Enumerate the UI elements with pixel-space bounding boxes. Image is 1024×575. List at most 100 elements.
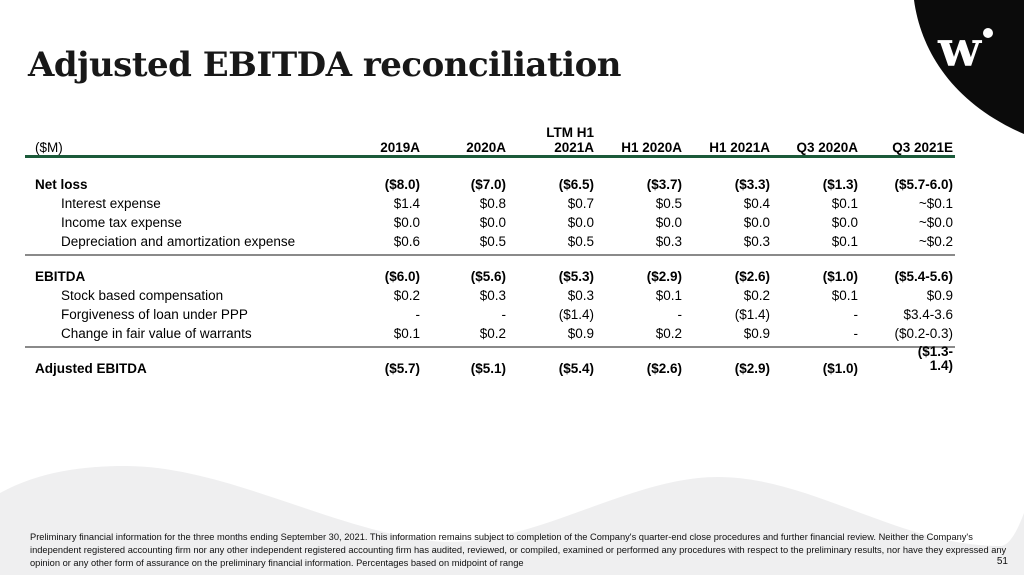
cell: $0.5 [479,234,506,249]
table-row-net-loss: Net loss ($8.0) ($7.0) ($6.5) ($3.7) ($3… [25,173,955,192]
cell: - [501,307,507,322]
cell: ~$0.2 [918,234,953,249]
cell: $0.3 [479,288,506,303]
cell: $0.1 [831,288,858,303]
cell: $0.7 [567,196,594,211]
table-row-adjusted-ebitda: Adjusted EBITDA ($5.7) ($5.1) ($5.4) ($2… [25,345,955,377]
wrapped-range-value: ($1.3- 1.4) [918,345,953,373]
cell: ($1.0) [822,361,858,376]
cell: $0.2 [743,288,770,303]
cell: $0.0 [831,215,858,230]
cell: - [677,307,683,322]
table-row-ebitda: EBITDA ($6.0) ($5.6) ($5.3) ($2.9) ($2.6… [25,265,955,284]
cell: $0.9 [567,326,594,341]
col-header-q3-2020a: Q3 2020A [772,112,860,158]
row-label: Income tax expense [61,215,182,230]
cell: ($5.6) [470,269,506,284]
table-row-ppp-loan-forgiveness: Forgiveness of loan under PPP - - ($1.4)… [25,303,955,322]
table-row-stock-based-compensation: Stock based compensation $0.2 $0.3 $0.3 … [25,284,955,303]
cell: ($0.2-0.3) [894,326,953,341]
logo-corner: w [914,0,1024,134]
cell: $3.4-3.6 [903,307,953,322]
row-label: Depreciation and amortization expense [61,234,296,249]
col-header-2019a: 2019A [332,112,422,158]
cell: $0.5 [655,196,682,211]
table-header-row: ($M) 2019A 2020A LTM H1 2021A H1 2020A H… [25,112,955,158]
row-label: Adjusted EBITDA [35,361,147,376]
footnote-text: Preliminary financial information for th… [30,532,1007,568]
cell: $0.3 [743,234,770,249]
cell: $0.1 [655,288,682,303]
cell: ($5.7-6.0) [894,177,953,192]
row-label: Forgiveness of loan under PPP [61,307,248,322]
cell: $1.4 [393,196,420,211]
cell: $0.4 [743,196,770,211]
cell: $0.1 [831,234,858,249]
col-header-h1-2021a: H1 2021A [684,112,772,158]
cell: $0.0 [479,215,506,230]
cell: $0.9 [926,288,953,303]
cell: ($2.6) [734,269,770,284]
row-label: EBITDA [35,269,86,284]
cell: $0.2 [393,288,420,303]
col-header-2020a: 2020A [422,112,508,158]
page-number: 51 [996,556,1008,567]
spacer [25,157,955,174]
col-header-q3-2021e: Q3 2021E [860,112,955,158]
cell: $0.0 [655,215,682,230]
wave-background [0,466,1024,575]
table-row-depreciation-amortization: Depreciation and amortization expense $0… [25,230,955,249]
logo-ball-terminal [983,28,993,38]
wrapped-range-line1: ($1.3- [917,344,953,359]
cell: ($7.0) [470,177,506,192]
row-label: Net loss [35,177,88,192]
cell: ($5.4-5.6) [894,269,953,284]
table-row-warrants-fair-value: Change in fair value of warrants $0.1 $0… [25,322,955,341]
cell: ($6.5) [558,177,594,192]
cell: $0.0 [743,215,770,230]
logo-w-letter: w [937,19,983,78]
wrapped-range-line2: 1.4) [929,358,953,373]
cell: ($5.4) [558,361,594,376]
separator-line [25,249,955,256]
cell: $0.9 [743,326,770,341]
cell: $0.0 [393,215,420,230]
cell: - [853,326,859,341]
cell: $0.1 [831,196,858,211]
col-header-ltm-h1-2021a: LTM H1 2021A [508,112,596,158]
cell: ($2.9) [734,361,770,376]
cell: ($2.6) [646,361,682,376]
cell: ($1.4) [734,307,770,322]
cell: $0.0 [567,215,594,230]
cell: ($1.3) [822,177,858,192]
cell: $0.6 [393,234,420,249]
spacer [25,255,955,265]
corner-shape [914,0,1024,134]
cell: ~$0.0 [918,215,953,230]
row-label: Change in fair value of warrants [61,326,252,341]
cell: $0.5 [567,234,594,249]
cell: ($5.7) [384,361,420,376]
cell: ($1.4) [558,307,594,322]
cell: $0.1 [393,326,420,341]
separator-line [25,341,955,348]
cell: ($8.0) [384,177,420,192]
cell: $0.2 [479,326,506,341]
cell: $0.8 [479,196,506,211]
spacer [25,347,955,357]
col-header-h1-2020a: H1 2020A [596,112,684,158]
table-row-interest-expense: Interest expense $1.4 $0.8 $0.7 $0.5 $0.… [25,192,955,211]
cell: ($1.0) [822,269,858,284]
row-label: Stock based compensation [61,288,224,303]
unit-label: ($M) [25,112,332,158]
cell: $0.2 [655,326,682,341]
cell: ($3.7) [646,177,682,192]
cell: ($5.3) [558,269,594,284]
ebitda-reconciliation-table: ($M) 2019A 2020A LTM H1 2021A H1 2020A H… [25,112,955,376]
cell: ($5.1) [470,361,506,376]
row-label: Interest expense [61,196,161,211]
cell: $0.3 [655,234,682,249]
slide-title: Adjusted EBITDA reconciliation [28,44,621,85]
cell: ($1.3- 1.4) [860,345,955,376]
cell: ($3.3) [734,177,770,192]
